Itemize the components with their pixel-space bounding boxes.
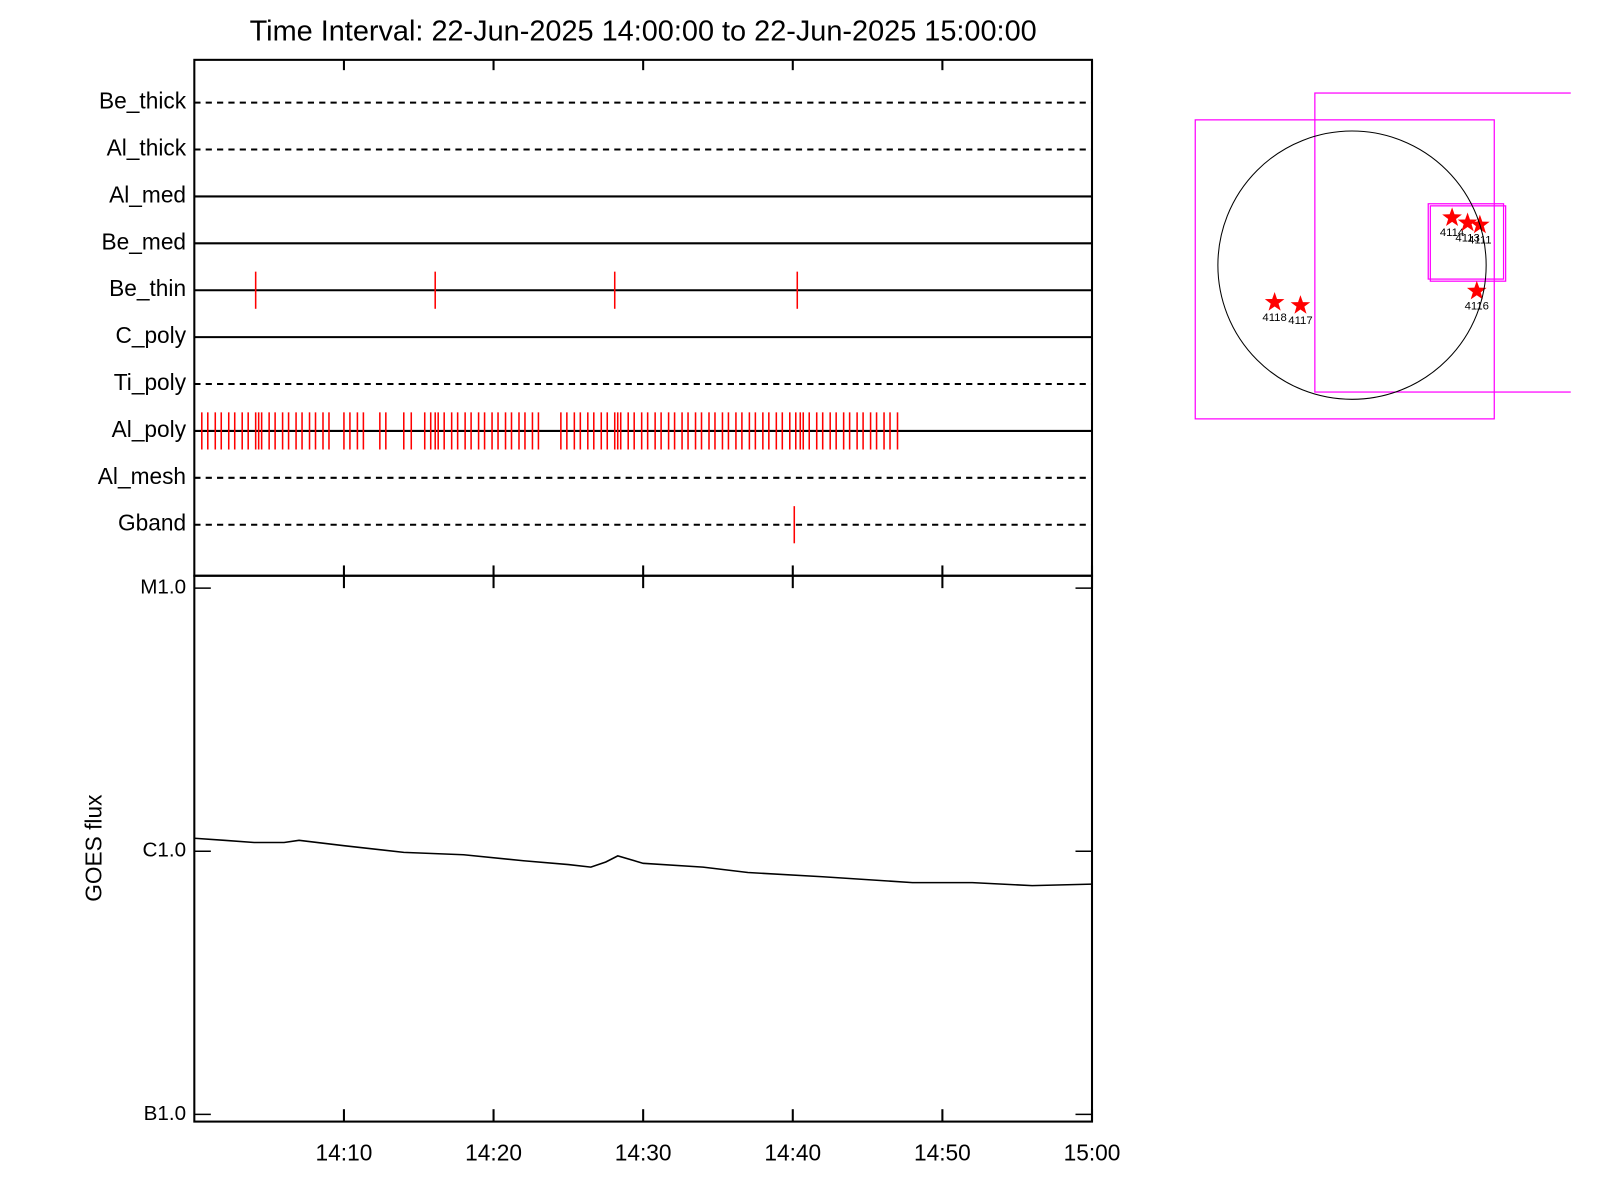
row-label: Be_thin [109, 275, 186, 301]
x-tick-label: 14:10 [316, 1140, 373, 1166]
y-tick-label: M1.0 [140, 576, 186, 599]
row-label: C_poly [115, 322, 186, 348]
region-star [1442, 207, 1462, 226]
region-label: 4111 [1468, 234, 1492, 246]
row-label: Al_poly [112, 416, 187, 442]
x-tick-label: 14:30 [615, 1140, 672, 1166]
fov-box [1194, 119, 1495, 420]
y-tick-label: C1.0 [142, 839, 186, 862]
solar-limb [1217, 130, 1487, 400]
region-star [1457, 212, 1478, 232]
y-tick-label: B1.0 [144, 1102, 186, 1125]
fov-box [1314, 92, 1571, 393]
row-label: Al_mesh [98, 463, 186, 489]
fov-box [1429, 205, 1507, 282]
fov-box [1427, 203, 1505, 280]
region-label: 4113 [1455, 232, 1479, 244]
x-tick-label: 15:00 [1064, 1140, 1121, 1166]
chart-title: Time Interval: 22-Jun-2025 14:00:00 to 2… [250, 16, 1037, 48]
row-label: Al_med [109, 181, 186, 207]
region-star [1264, 292, 1285, 311]
panel-frame [193, 58, 1094, 577]
region-star [1290, 295, 1311, 314]
region-label: 4118 [1262, 312, 1286, 324]
region-star [1466, 280, 1487, 300]
x-tick-label: 14:20 [465, 1140, 522, 1166]
y-axis-label: GOES flux [80, 794, 106, 902]
row-label: Be_thick [99, 88, 187, 114]
region-label: 4117 [1288, 315, 1312, 327]
region-label: 4114 [1440, 227, 1464, 239]
goes-line [194, 837, 1093, 887]
x-tick-label: 14:40 [764, 1140, 821, 1166]
panel-frame [193, 574, 1094, 1123]
row-label: Be_med [102, 228, 187, 254]
region-label: 4116 [1465, 301, 1489, 313]
x-tick-label: 14:50 [914, 1140, 971, 1166]
row-label: Al_thick [107, 135, 187, 161]
row-label: Gband [118, 510, 186, 536]
row-label: Ti_poly [114, 369, 187, 395]
